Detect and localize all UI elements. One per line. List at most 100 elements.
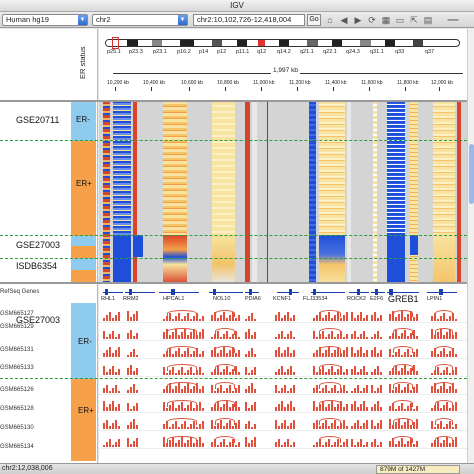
current-region-marker: [112, 37, 119, 49]
locus-input[interactable]: chr2:10,102,726-12,418,004: [193, 14, 305, 26]
memory-indicator[interactable]: 879M of 1427M: [376, 465, 460, 474]
rnaseq-row[interactable]: [99, 382, 467, 395]
gene-label: NOL10: [213, 296, 231, 302]
gene-label: LPIN1: [427, 296, 443, 302]
er-plus-attribute[interactable]: [71, 141, 96, 236]
genome-value: Human hg19: [6, 15, 49, 24]
ruler-tick-label: 10,600 kb: [181, 80, 203, 86]
er-minus-attribute[interactable]: [71, 303, 96, 379]
rnaseq-row[interactable]: [99, 418, 467, 431]
rnaseq-row[interactable]: [99, 328, 467, 341]
toolbar: Human hg19 ▼ chr2 ▼ chr2:10,102,726-12,4…: [0, 12, 474, 28]
er-plus-attribute[interactable]: [71, 246, 96, 258]
zoom-slider[interactable]: ━━: [447, 15, 459, 25]
er-minus-label-2: ER-: [78, 337, 92, 346]
sample-label: GSM665131: [0, 347, 34, 353]
er-minus-label: ER-: [76, 115, 90, 124]
genome-dropdown[interactable]: Human hg19 ▼: [2, 14, 88, 26]
heatmap-column: [457, 101, 461, 284]
ruler-tick-label: 10,200 kb: [107, 80, 129, 86]
scrollbar-thumb[interactable]: [469, 144, 474, 204]
er-plus-attribute[interactable]: [71, 270, 96, 282]
rnaseq-row[interactable]: [99, 346, 467, 359]
ruler-tick-label: 10,400 kb: [143, 80, 165, 86]
heatmap-column: [245, 101, 250, 284]
rnaseq-row[interactable]: [99, 364, 467, 377]
sample-label: GSM665133: [0, 365, 34, 371]
ruler-tick-label: 11,400 kb: [325, 80, 347, 86]
roi-icon[interactable]: ▦: [381, 15, 391, 25]
chevron-down-icon: ▼: [78, 15, 87, 25]
heatmap-track[interactable]: [99, 101, 467, 284]
er-plus-attribute[interactable]: [71, 379, 96, 461]
heatmap-column: [410, 101, 418, 284]
rnaseq-tracks[interactable]: [99, 306, 467, 463]
heatmap-column: [133, 101, 137, 284]
cytoband-label: q33: [395, 49, 405, 55]
rnaseq-row[interactable]: [99, 400, 467, 413]
heatmap-column: [373, 101, 377, 284]
group-separator: [0, 140, 467, 141]
ruler-tick-label: 12,000 kb: [431, 80, 453, 86]
refseq-track-label: RefSeq Genes: [0, 289, 40, 295]
back-icon[interactable]: ◀: [340, 15, 348, 25]
gene-label-highlight: GREB1: [388, 294, 419, 304]
cytoband-label: p12: [217, 49, 227, 55]
popup-icon[interactable]: ▤: [423, 15, 433, 25]
chromosome-dropdown[interactable]: chr2 ▼: [92, 14, 188, 26]
gene-label: E2F6: [370, 296, 384, 302]
ruler-span: 1,997 kb: [271, 67, 300, 74]
cytoband-label: q31.1: [370, 49, 384, 55]
track-label-gse27003-rna: GSE27003: [16, 315, 61, 325]
group-separator: [0, 258, 467, 259]
cytoband-label: p11.1: [236, 49, 250, 55]
refseq-gene-track[interactable]: RHL1 RRM2 HPCAL1 NOL10 PDIA6 KCNF1 FLJ33…: [99, 287, 467, 307]
data-panel[interactable]: p25.1 p23.3 p23.1 p16.2 p14 p12 p11.1 q1…: [99, 29, 467, 463]
er-minus-attribute[interactable]: [71, 236, 96, 246]
gene-label: KCNF1: [273, 296, 292, 302]
sample-label: GSM665128: [0, 406, 34, 412]
status-bar: chr2:12,038,006 879M of 1427M: [0, 463, 474, 474]
track-label-gse27003: GSE27003: [16, 240, 61, 250]
resize-icon[interactable]: ▭: [395, 15, 405, 25]
ruler-tick-label: 11,000 kb: [253, 80, 275, 86]
chromosome-value: chr2: [96, 15, 111, 24]
gene-label: RHL1: [101, 296, 116, 302]
cytoband-label: q22.1: [323, 49, 337, 55]
er-minus-attribute[interactable]: [71, 101, 96, 141]
refresh-icon[interactable]: ⟳: [368, 15, 376, 25]
chromosome-ideogram[interactable]: [105, 39, 460, 47]
panel-divider[interactable]: [0, 282, 467, 284]
locus-value: chr2:10,102,726-12,418,004: [197, 15, 292, 24]
group-separator: [0, 235, 467, 236]
sample-label: GSM665126: [0, 387, 34, 393]
gene-label: ROCK2: [347, 296, 366, 302]
cytoband-label: q14.2: [277, 49, 291, 55]
rnaseq-row[interactable]: [99, 436, 467, 449]
home-icon[interactable]: ⌂: [327, 15, 333, 25]
forward-icon[interactable]: ▶: [354, 15, 362, 25]
vertical-scrollbar[interactable]: [467, 29, 474, 463]
panel-divider[interactable]: [0, 100, 467, 102]
gene-label: FLJ33534: [303, 296, 328, 302]
go-button[interactable]: Go: [307, 14, 321, 26]
heatmap-column: [309, 101, 316, 284]
track-name-panel: ER status GSE20711 ER- ER+ GSE27003 ISDB…: [0, 29, 98, 463]
heatmap-column: [347, 101, 351, 284]
rnaseq-row[interactable]: [99, 310, 467, 323]
chevron-down-icon: ▼: [178, 15, 187, 25]
attribute-header: ER status: [78, 46, 87, 79]
sample-label: GSM665127: [0, 311, 34, 317]
heatmap-column: [267, 101, 268, 284]
sample-label: GSM665134: [0, 444, 34, 450]
gene-label: RRM2: [123, 296, 139, 302]
cytoband-label: p23.1: [153, 49, 167, 55]
cytoband-label: p25.1: [107, 49, 121, 55]
cytoband-label: q12: [257, 49, 267, 55]
er-minus-attribute[interactable]: [71, 258, 96, 270]
heatmap-column: [103, 101, 110, 284]
window-titlebar: IGV: [0, 0, 474, 12]
cytoband-label: q21.1: [300, 49, 314, 55]
cursor-icon[interactable]: ⇱: [410, 15, 418, 25]
cursor-position: chr2:12,038,006: [2, 465, 53, 472]
